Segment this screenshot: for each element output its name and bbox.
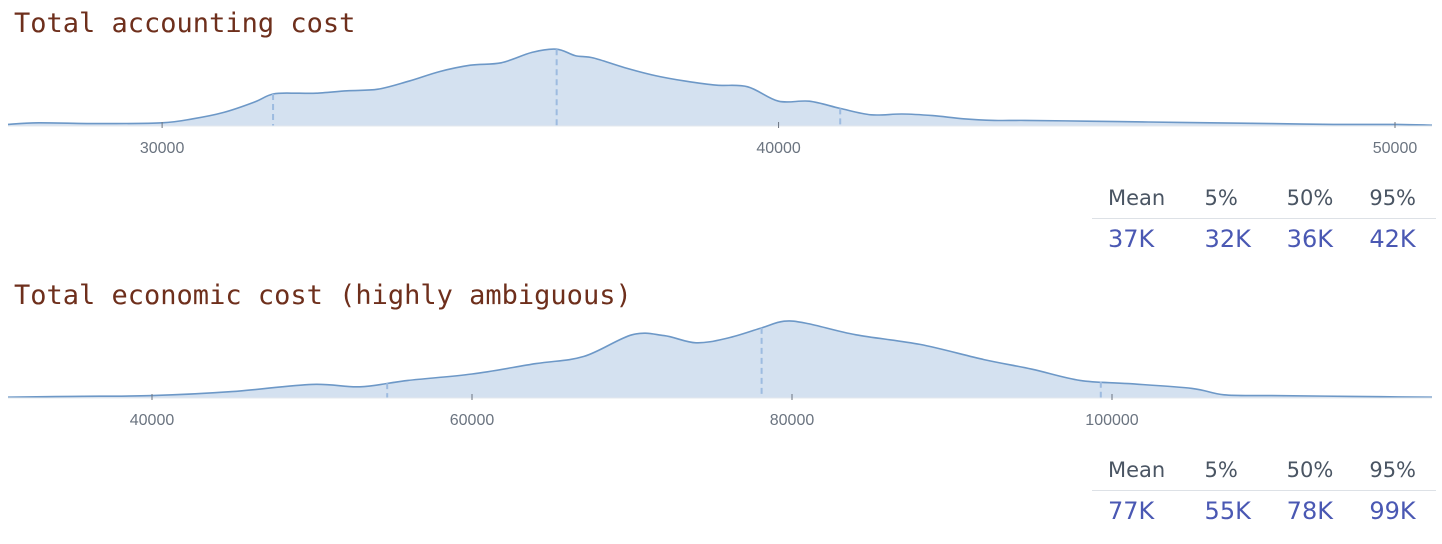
stat-value-mean: 77K — [1108, 497, 1155, 525]
x-tick-label: 30000 — [140, 140, 185, 157]
stats-value-row: 77K 55K 78K 99K — [1092, 491, 1436, 525]
stat-value-p5: 32K — [1204, 225, 1251, 253]
stat-value-p5: 55K — [1204, 497, 1251, 525]
stats-table-accounting: Mean 5% 50% 95% 37K 32K 36K 42K — [1092, 182, 1436, 253]
stat-value-p50: 78K — [1286, 497, 1333, 525]
x-tick-label: 50000 — [1373, 140, 1418, 157]
stat-header-p5: 5% — [1188, 182, 1271, 219]
stat-header-mean: Mean — [1092, 454, 1189, 491]
chart-title: Total accounting cost — [14, 8, 356, 39]
stat-value-p50: 36K — [1286, 225, 1333, 253]
stat-value-mean: 37K — [1108, 225, 1155, 253]
stats-value-row: 37K 32K 36K 42K — [1092, 219, 1436, 253]
stat-header-p50: 50% — [1270, 454, 1354, 491]
stat-value-p95: 42K — [1369, 225, 1416, 253]
chart-title: Total economic cost (highly ambiguous) — [14, 280, 632, 311]
x-tick-label: 100000 — [1085, 412, 1138, 429]
density-area — [8, 49, 1432, 127]
x-tick-label: 80000 — [770, 412, 815, 429]
stat-header-p5: 5% — [1188, 454, 1271, 491]
economic-cost-block: Total economic cost (highly ambiguous) 4… — [0, 272, 1442, 544]
density-line — [7, 48, 1433, 126]
stat-header-p95: 95% — [1353, 182, 1436, 219]
stat-value-p95: 99K — [1369, 497, 1416, 525]
stat-header-p50: 50% — [1270, 182, 1354, 219]
distribution-chart-economic: 40000 60000 80000 100000 — [7, 320, 1433, 429]
stat-header-mean: Mean — [1092, 182, 1189, 219]
x-tick-label: 60000 — [450, 412, 495, 429]
density-area — [8, 320, 1432, 398]
accounting-cost-block: Total accounting cost 30000 40000 50000 Me… — [7, 8, 1436, 253]
stats-header-row: Mean 5% 50% 95% — [1092, 182, 1436, 219]
distribution-chart-accounting: 30000 40000 50000 — [7, 48, 1433, 157]
stat-header-p95: 95% — [1353, 454, 1436, 491]
x-tick-label: 40000 — [756, 140, 801, 157]
stats-table-economic: Mean 5% 50% 95% 77K 55K 78K 99K — [1092, 454, 1436, 525]
density-line — [7, 320, 1433, 398]
x-tick-label: 40000 — [130, 412, 175, 429]
stats-header-row: Mean 5% 50% 95% — [1092, 454, 1436, 491]
